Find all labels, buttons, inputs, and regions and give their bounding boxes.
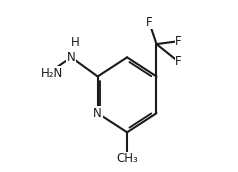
Text: H₂N: H₂N (41, 67, 63, 80)
Text: F: F (146, 15, 153, 29)
Text: F: F (175, 55, 182, 68)
Text: N: N (67, 51, 76, 64)
Text: F: F (175, 35, 182, 48)
Text: CH₃: CH₃ (116, 152, 138, 165)
Text: H: H (71, 36, 80, 49)
Text: N: N (93, 107, 102, 120)
